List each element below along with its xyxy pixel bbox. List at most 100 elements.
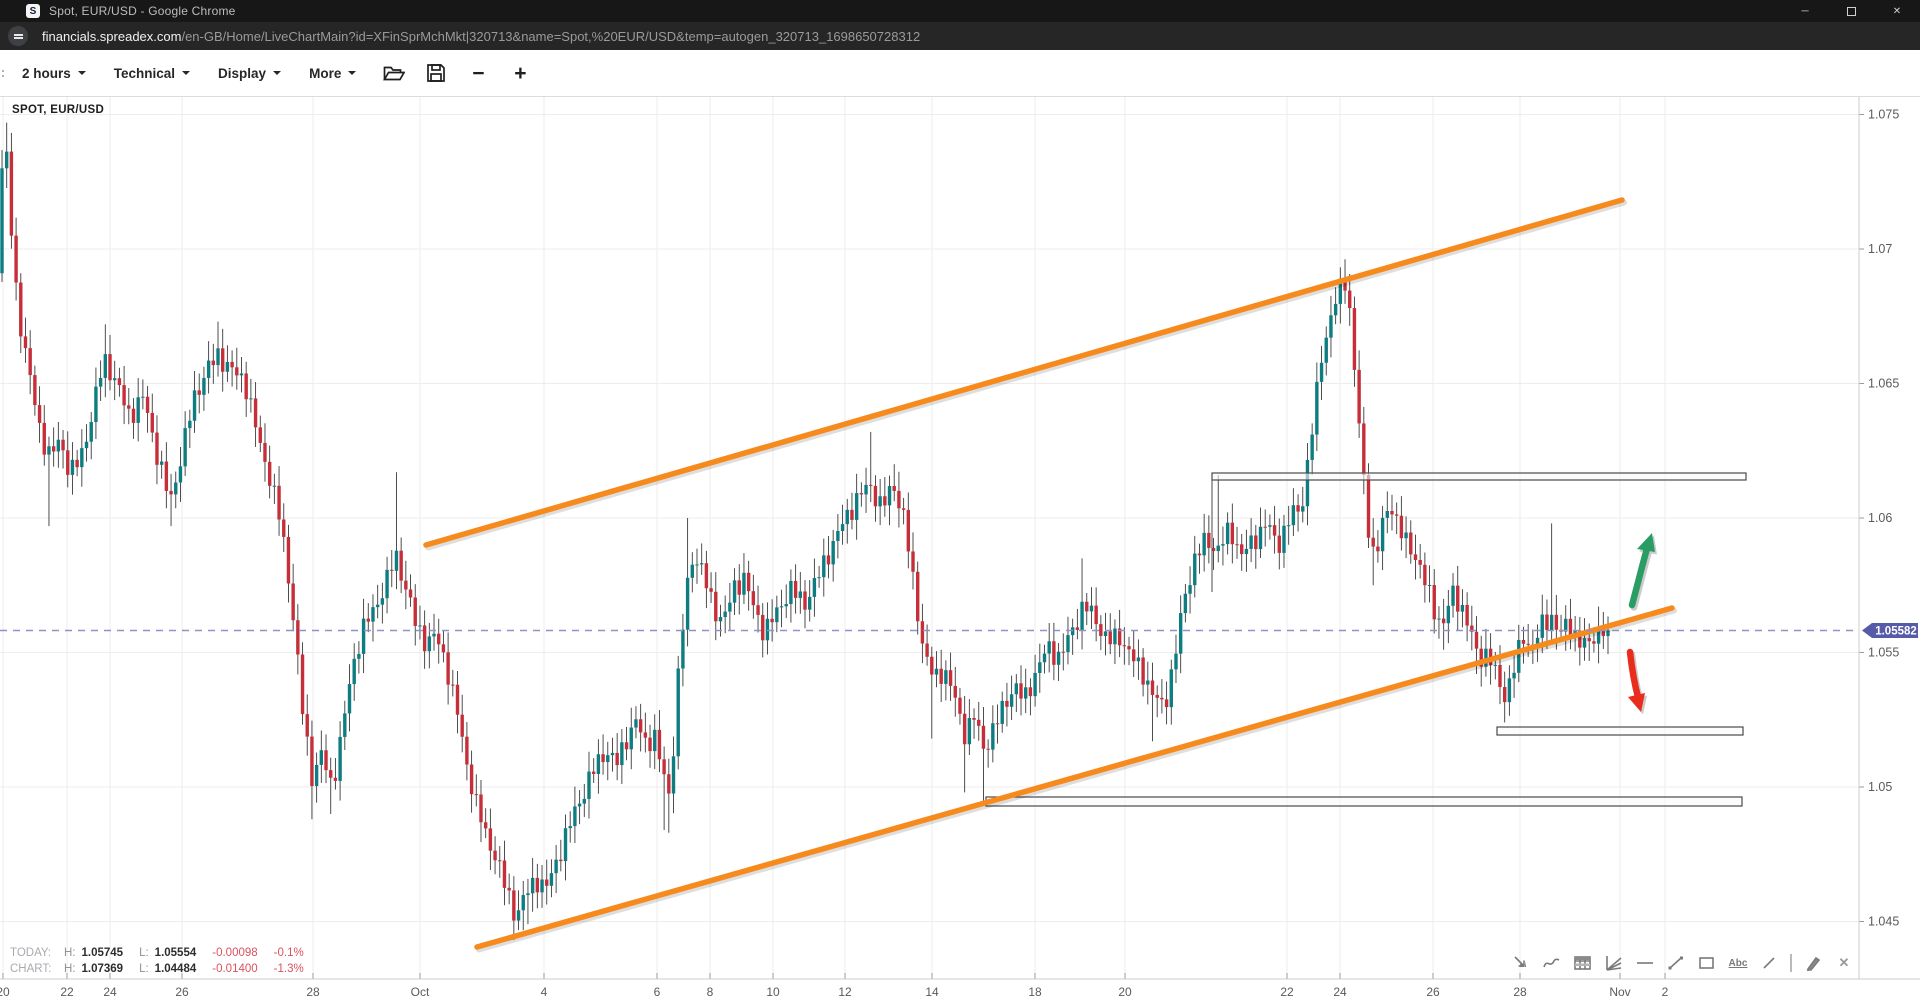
candle[interactable]	[1498, 664, 1502, 688]
candle[interactable]	[225, 361, 230, 372]
candle[interactable]	[483, 822, 488, 829]
candle[interactable]	[174, 482, 178, 495]
candle[interactable]	[1052, 641, 1056, 665]
candle[interactable]	[742, 572, 746, 595]
candle[interactable]	[1042, 653, 1047, 663]
candle[interactable]	[113, 378, 117, 381]
candle[interactable]	[1094, 605, 1098, 625]
candle[interactable]	[981, 725, 986, 749]
candle[interactable]	[920, 621, 925, 644]
marker-pen-icon[interactable]	[1803, 953, 1823, 973]
candle[interactable]	[1085, 601, 1089, 612]
candle[interactable]	[277, 485, 281, 520]
candle[interactable]	[1070, 627, 1075, 636]
candle[interactable]	[685, 577, 690, 630]
candle[interactable]	[1178, 613, 1183, 654]
candle[interactable]	[991, 723, 995, 750]
fan-lines-icon[interactable]	[1604, 953, 1624, 973]
candle[interactable]	[1357, 369, 1361, 424]
candle[interactable]	[455, 684, 460, 715]
candle[interactable]	[1427, 585, 1432, 587]
candle[interactable]	[681, 629, 685, 669]
candle[interactable]	[521, 895, 525, 911]
candle[interactable]	[319, 750, 324, 765]
address-bar[interactable]: financials.spreadex.com/en-GB/Home/LiveC…	[0, 22, 1920, 50]
candle[interactable]	[1038, 662, 1042, 673]
candle[interactable]	[1272, 525, 1277, 536]
up-arrow-annotation[interactable]	[1628, 533, 1657, 611]
candle[interactable]	[883, 496, 887, 506]
candle[interactable]	[0, 168, 4, 274]
candle[interactable]	[549, 873, 554, 886]
candle[interactable]	[516, 910, 521, 921]
candle[interactable]	[460, 714, 464, 737]
candle[interactable]	[465, 736, 469, 765]
candle[interactable]	[1160, 697, 1164, 700]
candle[interactable]	[512, 890, 516, 921]
candle[interactable]	[352, 658, 356, 685]
candle[interactable]	[1024, 687, 1028, 699]
candle[interactable]	[718, 617, 723, 622]
candle[interactable]	[343, 713, 347, 737]
more-dropdown[interactable]: More	[301, 60, 364, 87]
candle[interactable]	[1606, 630, 1610, 637]
candle[interactable]	[746, 572, 751, 592]
candle[interactable]	[620, 742, 624, 766]
candle[interactable]	[1230, 522, 1235, 545]
candle[interactable]	[1291, 505, 1296, 526]
candle[interactable]	[554, 859, 558, 874]
candle[interactable]	[1568, 618, 1573, 635]
candle[interactable]	[540, 879, 544, 893]
candle[interactable]	[892, 485, 896, 491]
candle[interactable]	[47, 446, 51, 455]
candle[interactable]	[1362, 423, 1366, 475]
candle[interactable]	[1155, 694, 1159, 698]
candle[interactable]	[962, 713, 967, 745]
candle[interactable]	[1033, 672, 1037, 697]
candle[interactable]	[1080, 601, 1084, 630]
candle[interactable]	[1479, 648, 1483, 667]
candle[interactable]	[1019, 683, 1023, 699]
close-drawing-toolbar-icon[interactable]: ✕	[1838, 955, 1850, 970]
candle[interactable]	[1089, 605, 1094, 612]
candle[interactable]	[1249, 535, 1253, 549]
candle[interactable]	[390, 569, 394, 571]
candle[interactable]	[967, 717, 972, 745]
candle[interactable]	[1310, 434, 1314, 460]
candle[interactable]	[1113, 628, 1117, 645]
candle[interactable]	[1136, 657, 1141, 662]
candle[interactable]	[244, 373, 248, 400]
candle[interactable]	[1000, 700, 1004, 724]
candle[interactable]	[141, 396, 145, 398]
candle[interactable]	[930, 656, 934, 675]
horizontal-line-icon[interactable]	[1635, 953, 1655, 973]
candle[interactable]	[286, 536, 291, 584]
candle[interactable]	[887, 485, 892, 506]
candle[interactable]	[1277, 535, 1281, 553]
candle[interactable]	[150, 412, 154, 433]
channel-lower-trendline[interactable]	[474, 605, 1675, 950]
candle[interactable]	[380, 598, 385, 605]
candle[interactable]	[1103, 631, 1108, 636]
candle[interactable]	[897, 490, 901, 509]
candle[interactable]	[169, 490, 173, 495]
candle[interactable]	[1286, 525, 1291, 527]
candle[interactable]	[98, 377, 103, 387]
candle[interactable]	[253, 398, 258, 428]
candle[interactable]	[282, 519, 286, 537]
candle[interactable]	[648, 737, 652, 752]
candle[interactable]	[709, 588, 713, 592]
candle[interactable]	[732, 580, 737, 603]
candle[interactable]	[568, 826, 572, 829]
candle[interactable]	[1517, 640, 1521, 673]
candle[interactable]	[1075, 627, 1080, 630]
price-level-box[interactable]	[1211, 472, 1747, 481]
candle[interactable]	[638, 719, 643, 733]
site-info-icon[interactable]	[8, 26, 28, 46]
candle[interactable]	[1193, 553, 1197, 586]
candle[interactable]	[1141, 657, 1145, 685]
candle[interactable]	[1305, 459, 1310, 507]
candle[interactable]	[699, 563, 704, 565]
candle[interactable]	[1601, 626, 1606, 637]
candle[interactable]	[230, 361, 234, 368]
